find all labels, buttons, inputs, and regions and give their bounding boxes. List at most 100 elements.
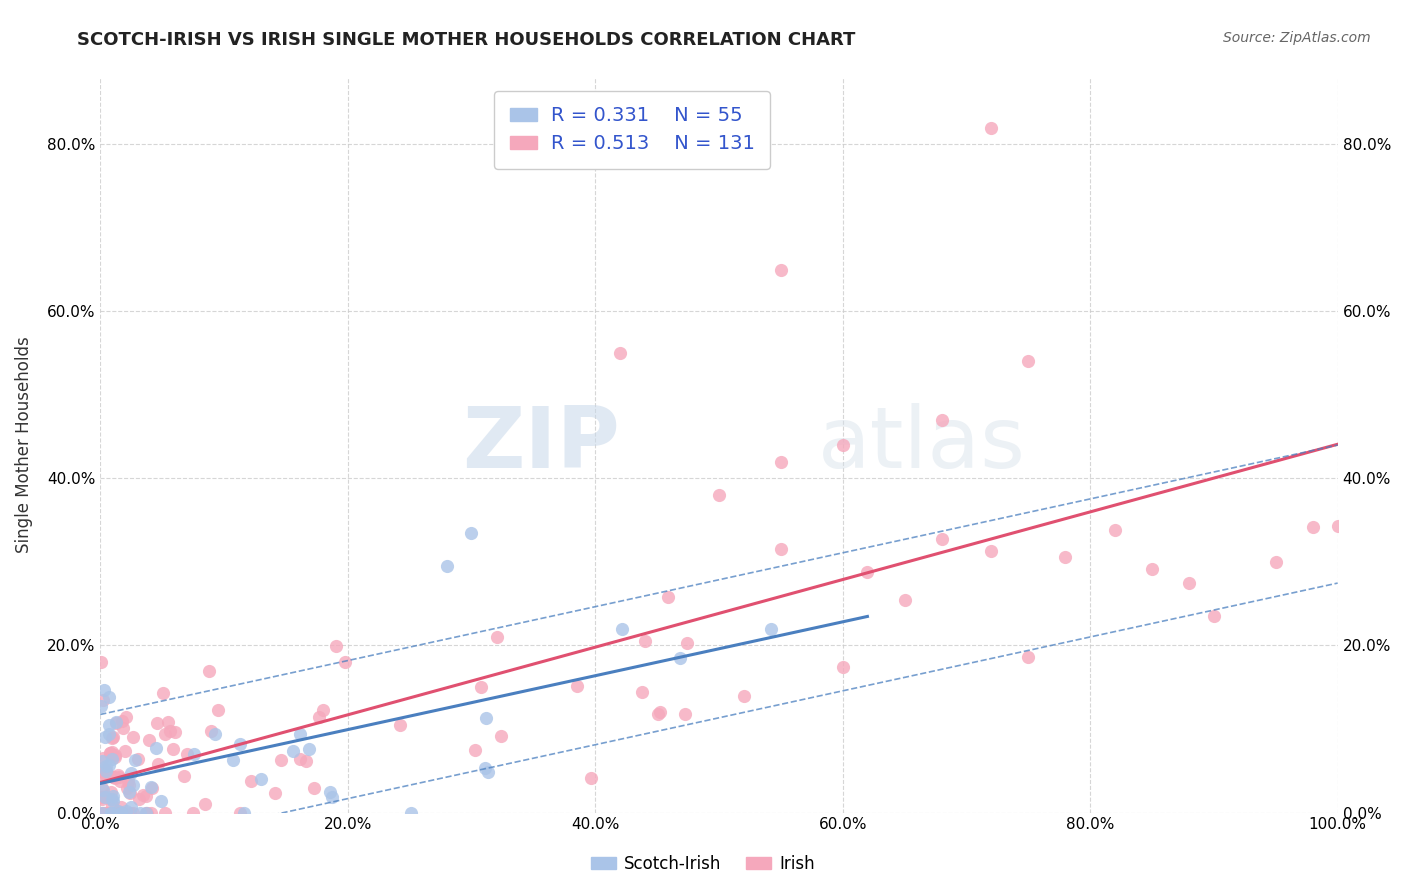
Point [308, 710, 330, 724]
Point [94, 762, 117, 776]
Point [110, 805, 132, 820]
Point [333, 655, 356, 669]
Point [93, 805, 115, 820]
Point [609, 346, 631, 360]
Point [1140, 562, 1163, 576]
Point [135, 805, 157, 820]
Point [733, 689, 755, 703]
Point [474, 761, 496, 775]
Point [135, 805, 157, 820]
Point [581, 772, 603, 786]
Point [91, 789, 114, 804]
Point [270, 753, 292, 767]
Point [93, 682, 115, 697]
Text: atlas: atlas [818, 403, 1026, 486]
Point [676, 636, 699, 650]
Point [153, 727, 176, 741]
Point [173, 769, 195, 783]
Point [97, 727, 120, 741]
Point [115, 780, 138, 795]
Point [464, 743, 486, 757]
Point [141, 805, 163, 820]
Point [110, 805, 132, 820]
Point [110, 800, 132, 814]
Point [673, 706, 696, 721]
Text: SCOTCH-IRISH VS IRISH SINGLE MOTHER HOUSEHOLDS CORRELATION CHART: SCOTCH-IRISH VS IRISH SINGLE MOTHER HOUS… [77, 31, 856, 49]
Point [101, 805, 124, 820]
Point [120, 800, 142, 814]
Point [91, 754, 114, 768]
Point [111, 714, 134, 729]
Y-axis label: Single Mother Households: Single Mother Households [15, 336, 32, 553]
Point [96, 766, 118, 780]
Point [319, 785, 342, 799]
Point [769, 541, 792, 556]
Point [103, 730, 125, 744]
Point [122, 730, 145, 744]
Point [110, 805, 132, 820]
Point [477, 765, 499, 780]
Point [198, 664, 221, 678]
Point [204, 727, 226, 741]
Point [325, 639, 347, 653]
Point [111, 805, 134, 820]
Point [856, 565, 879, 579]
Point [100, 752, 122, 766]
Point [567, 679, 589, 693]
Point [108, 805, 131, 820]
Point [132, 789, 155, 803]
Point [111, 805, 134, 820]
Point [118, 778, 141, 792]
Point [91, 780, 114, 795]
Point [100, 805, 122, 820]
Legend: Scotch-Irish, Irish: Scotch-Irish, Irish [583, 848, 823, 880]
Point [96, 805, 118, 820]
Point [138, 732, 160, 747]
Point [115, 709, 138, 723]
Point [290, 752, 312, 766]
Point [1017, 354, 1039, 368]
Point [229, 737, 252, 751]
Text: ZIP: ZIP [463, 403, 620, 486]
Point [1104, 523, 1126, 537]
Point [110, 805, 132, 820]
Point [634, 634, 657, 648]
Point [145, 740, 167, 755]
Point [94, 759, 117, 773]
Point [162, 741, 184, 756]
Point [250, 772, 273, 786]
Point [100, 785, 122, 799]
Point [128, 805, 150, 820]
Point [98, 747, 121, 761]
Point [288, 727, 311, 741]
Point [893, 592, 915, 607]
Point [110, 805, 132, 820]
Point [118, 805, 141, 820]
Point [105, 805, 128, 820]
Point [91, 783, 114, 797]
Point [115, 804, 138, 818]
Point [831, 660, 853, 674]
Point [122, 778, 145, 792]
Point [470, 680, 492, 694]
Point [118, 785, 141, 799]
Point [181, 805, 204, 820]
Point [311, 703, 333, 717]
Point [460, 525, 482, 540]
Point [91, 770, 114, 784]
Point [200, 723, 222, 738]
Point [97, 690, 120, 704]
Point [111, 722, 134, 736]
Point [90, 791, 112, 805]
Point [94, 789, 117, 804]
Point [108, 771, 131, 785]
Point [100, 805, 122, 820]
Point [135, 789, 157, 803]
Point [165, 725, 187, 739]
Point [146, 715, 169, 730]
Point [304, 780, 326, 795]
Point [295, 754, 318, 768]
Point [90, 655, 112, 669]
Point [101, 745, 124, 759]
Point [388, 718, 411, 732]
